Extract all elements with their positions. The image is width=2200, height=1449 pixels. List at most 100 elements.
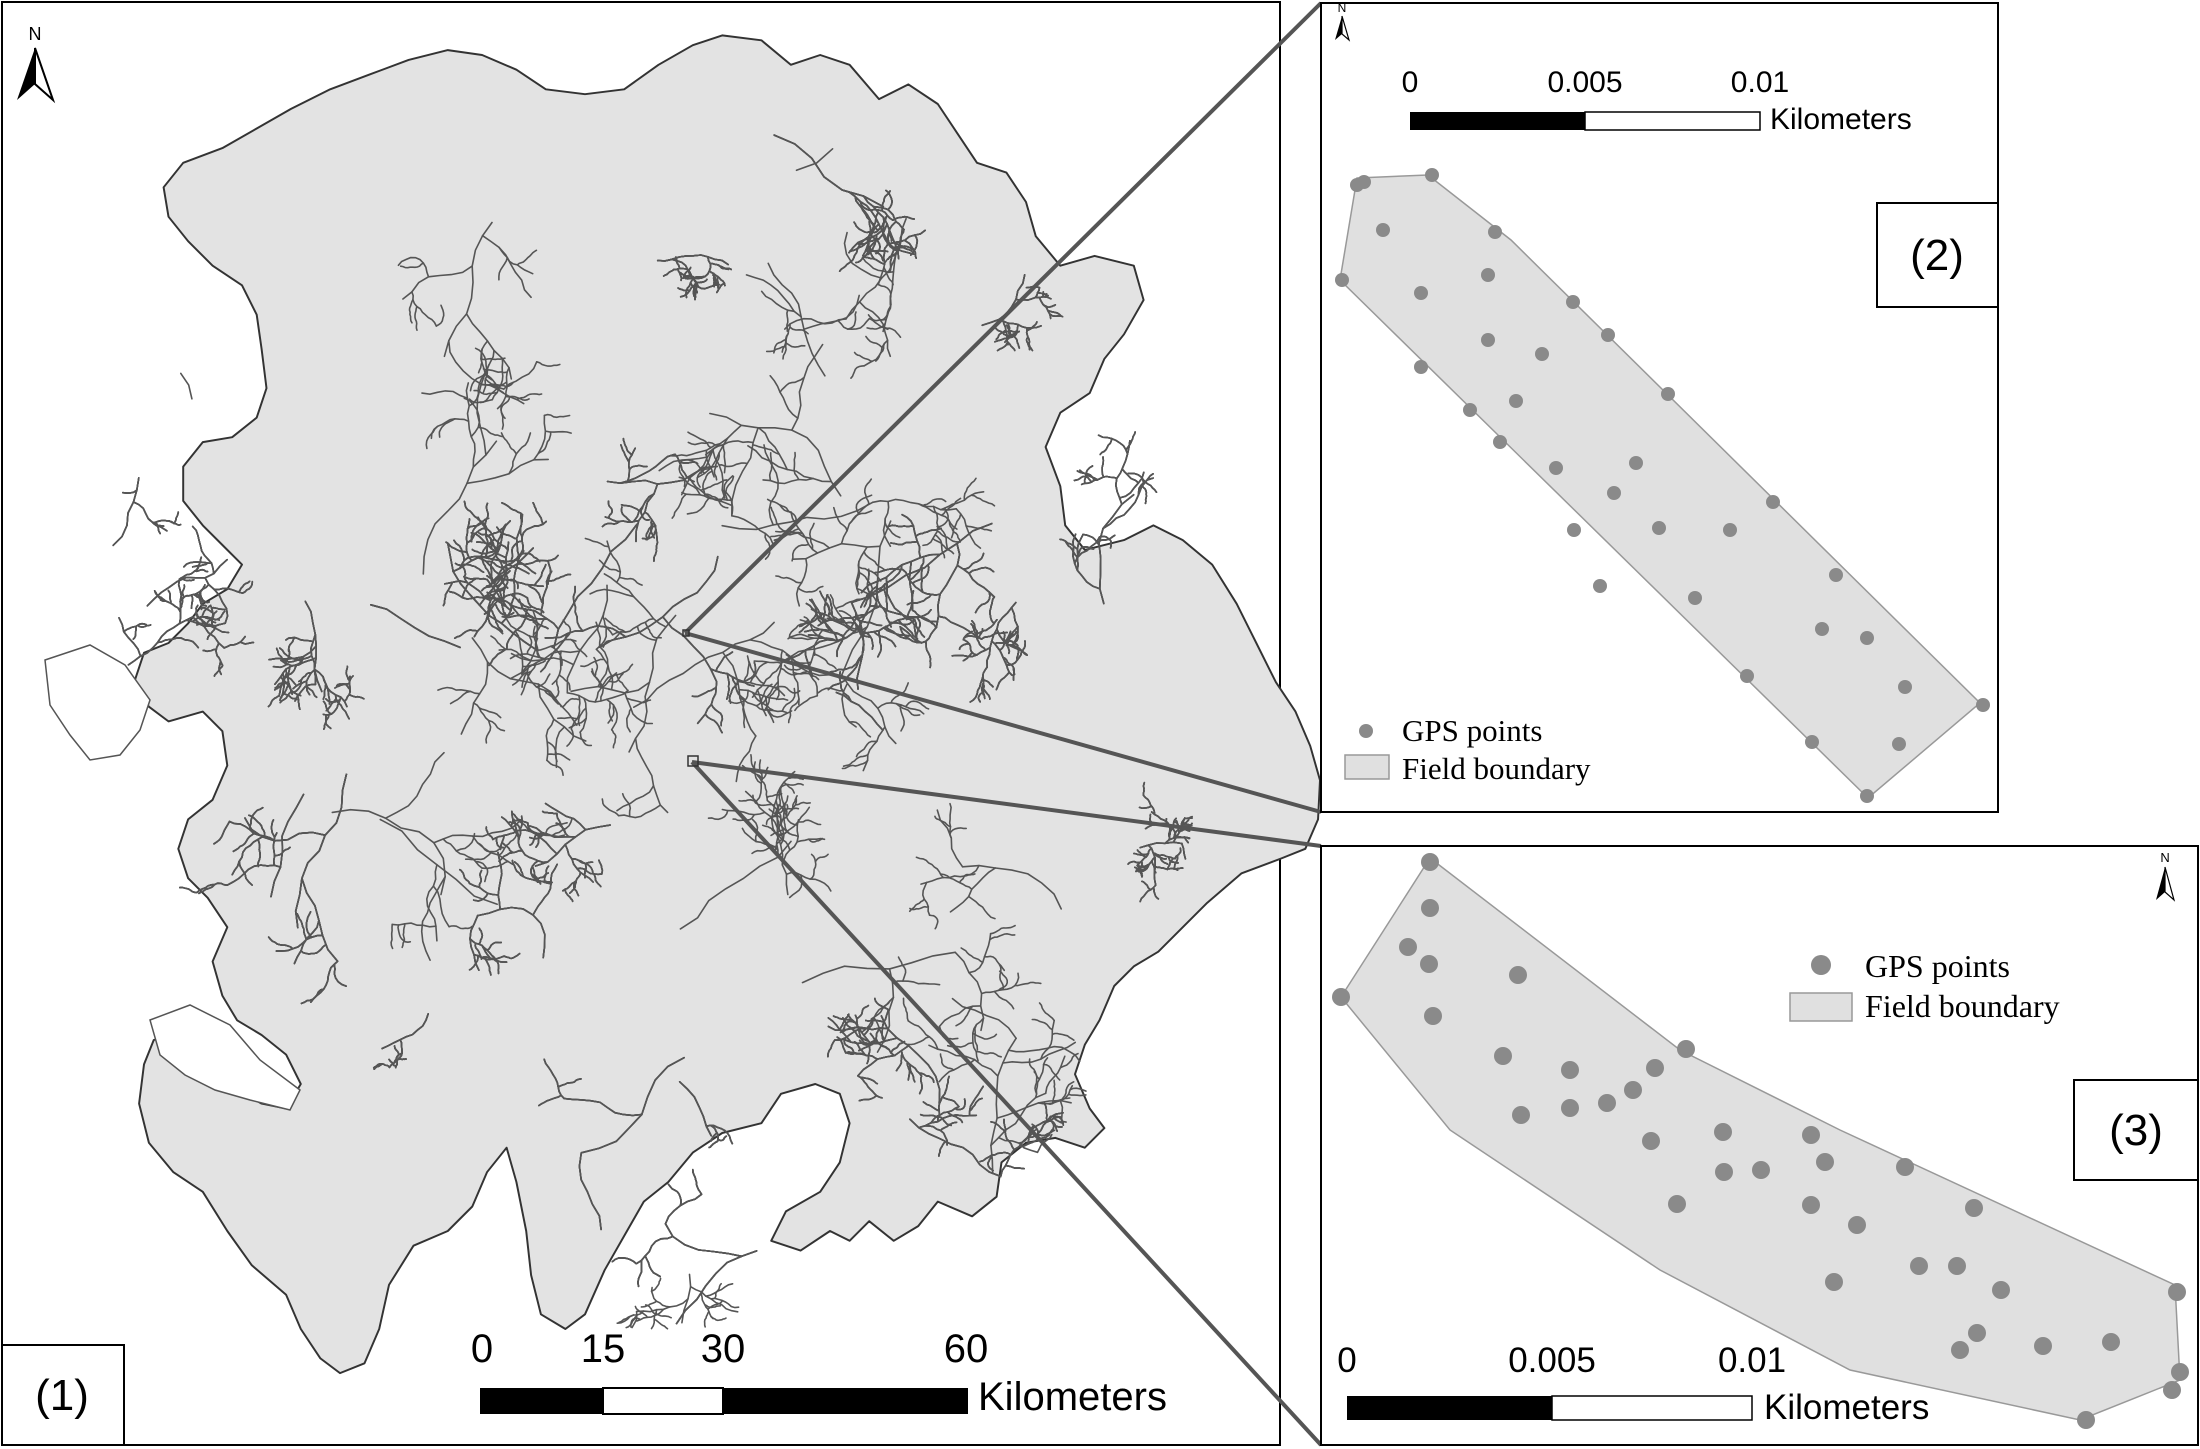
river [755, 683, 773, 707]
river [257, 838, 262, 868]
river [998, 963, 1005, 991]
river [834, 598, 862, 610]
river [844, 1051, 879, 1060]
river [640, 1300, 658, 1308]
river [473, 953, 505, 961]
river [997, 970, 1009, 992]
gps-point [1357, 175, 1371, 189]
river [285, 636, 314, 643]
river [1031, 1018, 1054, 1031]
river [778, 789, 782, 807]
river [300, 944, 326, 955]
river [146, 558, 228, 607]
river [705, 449, 715, 478]
river [614, 673, 628, 691]
river [687, 441, 717, 446]
river [635, 483, 659, 543]
river [954, 951, 985, 1032]
river [1127, 860, 1141, 865]
river [707, 809, 729, 821]
gps-point [1425, 168, 1439, 182]
river [951, 646, 991, 658]
river [670, 442, 722, 457]
gps-point [1414, 360, 1428, 374]
river [621, 792, 632, 818]
river [516, 249, 538, 266]
river [730, 514, 774, 545]
gps-point-swatch [1811, 955, 1831, 975]
river [472, 892, 489, 902]
river [939, 873, 973, 891]
gps-point [1399, 938, 1417, 956]
river [625, 1315, 638, 1329]
river [704, 1283, 734, 1297]
gps-point [2102, 1333, 2120, 1351]
river [625, 707, 632, 733]
river [792, 542, 881, 561]
river [420, 875, 447, 962]
river [770, 786, 782, 836]
river [535, 673, 551, 688]
river [497, 851, 503, 911]
river [971, 1032, 998, 1040]
river [214, 610, 226, 621]
panel-label: (3) [2109, 1106, 2163, 1155]
river [509, 611, 539, 680]
river [1042, 1116, 1062, 1124]
river [181, 584, 186, 599]
river [989, 596, 996, 624]
river [928, 914, 939, 930]
river [570, 694, 581, 730]
river [486, 591, 508, 608]
river [619, 453, 676, 485]
river [857, 1075, 883, 1099]
river [532, 863, 559, 916]
river [499, 576, 519, 590]
river [598, 555, 719, 649]
river [876, 701, 925, 715]
river [562, 619, 572, 641]
river [924, 1125, 949, 1146]
river [921, 881, 931, 917]
river [1020, 640, 1026, 653]
river [275, 934, 324, 952]
river [897, 228, 905, 252]
river [841, 682, 857, 728]
river [679, 840, 792, 930]
river [397, 256, 430, 278]
river [137, 624, 152, 628]
river [562, 871, 582, 892]
river [982, 688, 991, 700]
river [198, 883, 216, 895]
river [478, 707, 502, 719]
river [798, 611, 818, 634]
river [1147, 844, 1157, 886]
river [998, 630, 1012, 652]
river [636, 625, 657, 642]
river [790, 511, 819, 554]
river [788, 636, 840, 643]
gps-point [1948, 1257, 1966, 1275]
gps-point [1677, 1040, 1695, 1058]
river [529, 833, 544, 840]
river [471, 637, 578, 727]
river [876, 968, 895, 1053]
river [521, 520, 548, 551]
river [633, 493, 655, 522]
river [1076, 470, 1095, 482]
gps-points [1335, 168, 1990, 803]
river [510, 811, 514, 828]
river [611, 1257, 638, 1265]
gps-point [1992, 1281, 2010, 1299]
river [579, 697, 588, 734]
river [159, 599, 182, 614]
river [911, 564, 930, 585]
river [282, 691, 298, 701]
river [270, 793, 305, 898]
river [610, 728, 617, 749]
river [1051, 1032, 1075, 1041]
river [488, 381, 515, 388]
river [601, 798, 620, 817]
scale-bar: 0 0.005 0.01 Kilometers [1402, 66, 1912, 136]
river [292, 680, 308, 690]
